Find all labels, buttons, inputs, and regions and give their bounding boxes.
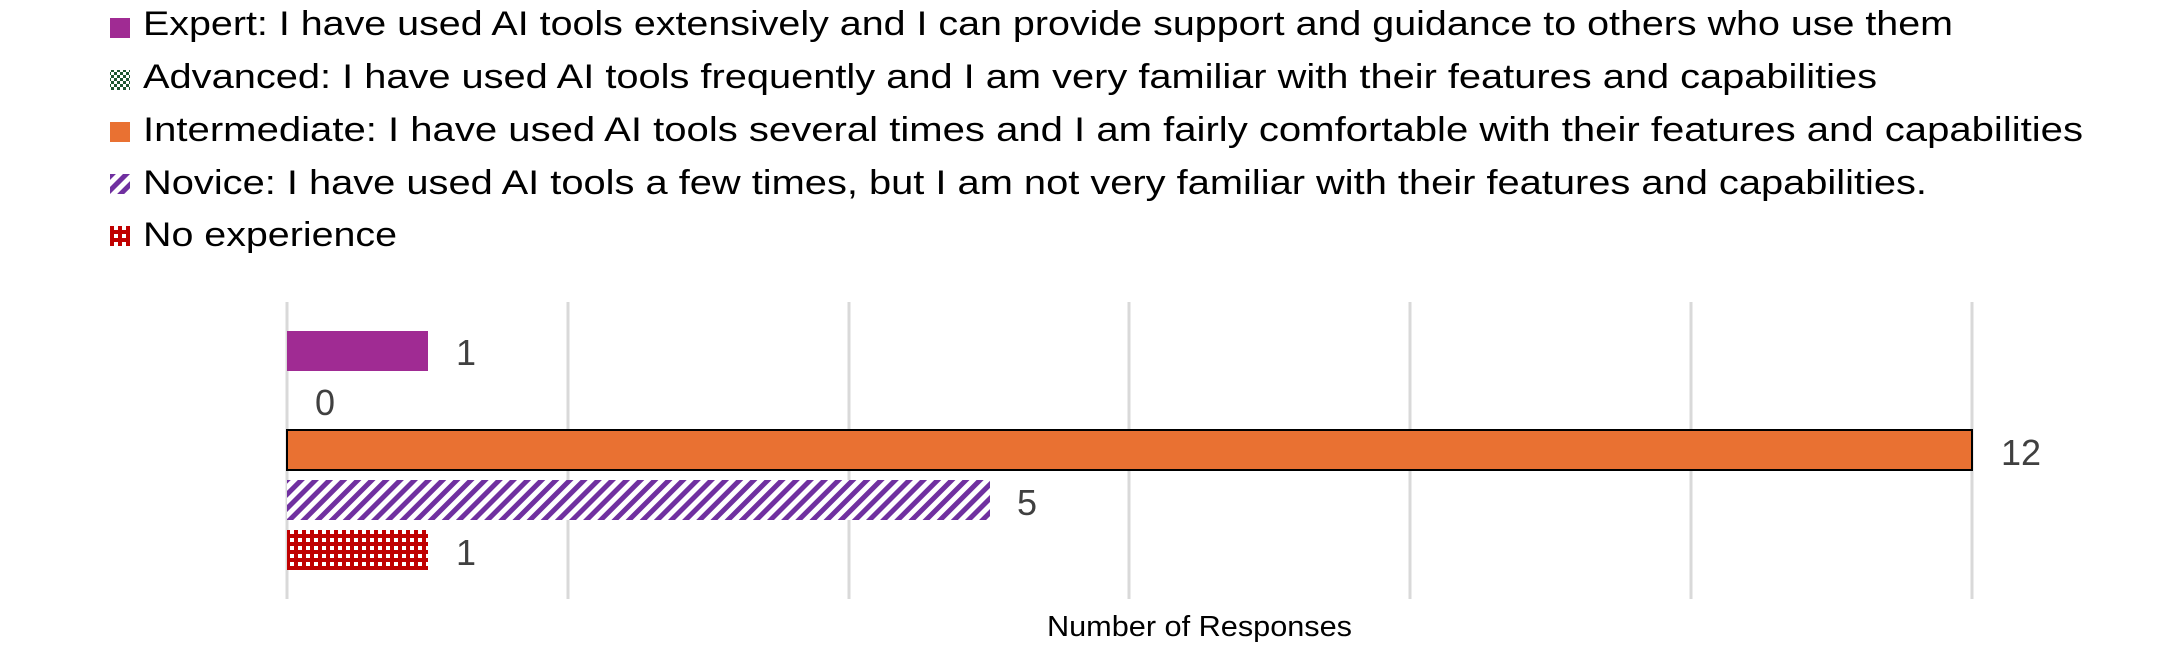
legend-item-intermediate[interactable]: Intermediate: I have used AI tools sever… bbox=[110, 111, 2083, 149]
bars bbox=[286, 331, 1973, 570]
legend-swatch-intermediate bbox=[110, 122, 130, 142]
legend: Expert: I have used AI tools extensively… bbox=[110, 5, 2083, 254]
legend-swatch-novice bbox=[110, 174, 130, 194]
legend-label-advanced: Advanced: I have used AI tools frequentl… bbox=[143, 58, 1877, 96]
data-label-advanced: 0 bbox=[315, 382, 335, 423]
data-label-no-experience: 1 bbox=[456, 532, 476, 573]
legend-label-novice: Novice: I have used AI tools a few times… bbox=[143, 164, 1927, 202]
legend-item-novice[interactable]: Novice: I have used AI tools a few times… bbox=[110, 164, 1927, 202]
bar-novice[interactable] bbox=[287, 480, 990, 520]
legend-label-no-experience: No experience bbox=[143, 216, 397, 254]
legend-label-expert: Expert: I have used AI tools extensively… bbox=[143, 5, 1953, 43]
data-label-expert: 1 bbox=[456, 332, 476, 373]
legend-swatch-expert bbox=[110, 18, 130, 38]
bar-intermediate[interactable] bbox=[286, 429, 1973, 471]
bar-expert[interactable] bbox=[287, 331, 428, 371]
bar-no-experience[interactable] bbox=[287, 530, 428, 570]
legend-label-intermediate: Intermediate: I have used AI tools sever… bbox=[143, 111, 2083, 149]
legend-item-advanced[interactable]: Advanced: I have used AI tools frequentl… bbox=[110, 58, 1877, 96]
legend-item-expert[interactable]: Expert: I have used AI tools extensively… bbox=[110, 5, 1953, 43]
legend-item-no-experience[interactable]: No experience bbox=[110, 216, 397, 254]
data-label-intermediate: 12 bbox=[2001, 432, 2041, 473]
legend-swatch-advanced bbox=[110, 70, 130, 90]
x-axis-title: Number of Responses bbox=[1047, 611, 1352, 643]
data-labels: 1 0 12 5 1 bbox=[315, 332, 2041, 573]
legend-swatch-no-experience bbox=[110, 226, 130, 246]
data-label-novice: 5 bbox=[1017, 482, 1037, 523]
